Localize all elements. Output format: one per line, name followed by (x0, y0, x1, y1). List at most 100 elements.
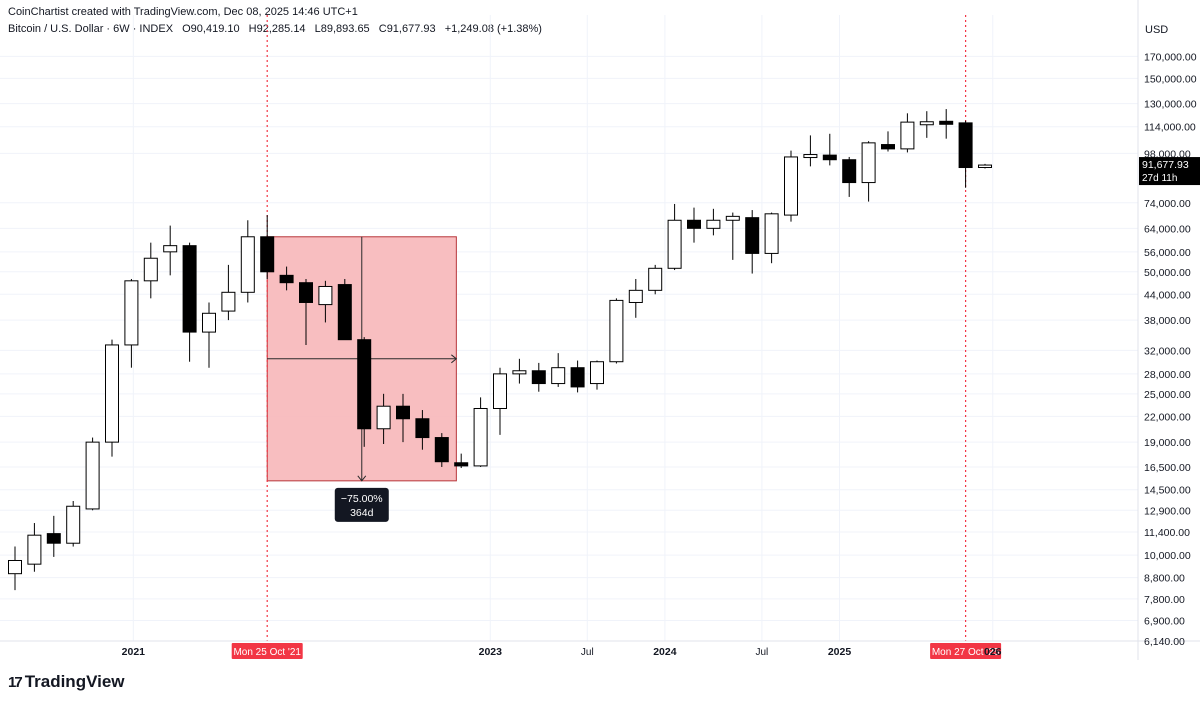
candle[interactable] (318, 280, 333, 323)
candle-body[interactable] (376, 405, 391, 430)
candle-body[interactable] (687, 219, 701, 229)
candle[interactable] (66, 500, 81, 547)
candle[interactable] (124, 278, 139, 368)
candle-body[interactable] (881, 144, 895, 150)
candle[interactable] (590, 360, 604, 390)
candle-body[interactable] (764, 213, 779, 254)
candle[interactable] (531, 362, 546, 392)
candle[interactable] (260, 215, 275, 279)
candle[interactable] (27, 523, 42, 572)
candle[interactable] (861, 141, 876, 202)
candle-body[interactable] (27, 534, 42, 565)
candle[interactable] (512, 358, 527, 384)
candle-body[interactable] (803, 154, 818, 159)
candle[interactable] (803, 135, 818, 167)
candle-body[interactable] (182, 245, 197, 333)
candle-body[interactable] (531, 370, 546, 385)
candle[interactable] (919, 111, 934, 138)
candle-body[interactable] (590, 361, 604, 385)
candle[interactable] (667, 203, 682, 271)
candle-body[interactable] (299, 282, 313, 303)
candle-body[interactable] (861, 142, 876, 184)
candle[interactable] (396, 393, 410, 443)
candle[interactable] (958, 120, 973, 188)
candle-body[interactable] (609, 299, 624, 363)
candle-body[interactable] (434, 437, 449, 463)
candle-body[interactable] (396, 405, 410, 420)
candle[interactable] (221, 264, 236, 321)
candle-body[interactable] (939, 120, 954, 125)
candle-body[interactable] (473, 407, 488, 467)
candle-body[interactable] (958, 122, 973, 169)
candle-body[interactable] (667, 219, 682, 269)
candle-body[interactable] (46, 533, 61, 544)
candle[interactable] (202, 302, 216, 368)
candle-body[interactable] (415, 418, 430, 439)
candle[interactable] (648, 264, 663, 295)
candle-body[interactable] (512, 370, 527, 375)
candle-body[interactable] (900, 121, 915, 150)
candle-body[interactable] (978, 164, 992, 168)
candle[interactable] (551, 353, 566, 387)
candle[interactable] (881, 131, 895, 152)
candle-body[interactable] (66, 505, 81, 544)
candle[interactable] (628, 278, 643, 318)
candle-body[interactable] (919, 121, 934, 126)
candle-body[interactable] (260, 236, 275, 273)
candle[interactable] (105, 339, 119, 457)
candle-body[interactable] (454, 462, 469, 467)
candle[interactable] (493, 367, 507, 435)
candle[interactable] (978, 163, 992, 169)
candle-body[interactable] (551, 367, 566, 385)
candle-body[interactable] (105, 344, 119, 443)
candle-body[interactable] (163, 245, 178, 253)
candle[interactable] (46, 515, 61, 557)
candle-body[interactable] (221, 291, 236, 312)
candle[interactable] (764, 212, 779, 264)
candle-body[interactable] (570, 367, 585, 388)
candle[interactable] (706, 208, 721, 236)
candle[interactable] (240, 220, 255, 303)
candle-body[interactable] (648, 267, 663, 291)
candle-body[interactable] (85, 441, 100, 510)
candle[interactable] (687, 207, 701, 243)
candle[interactable] (337, 278, 352, 341)
symbol-name[interactable]: Bitcoin / U.S. Dollar · 6W · INDEX (8, 23, 174, 35)
candle-body[interactable] (279, 274, 294, 284)
candle-body[interactable] (842, 159, 857, 184)
candle-body[interactable] (8, 559, 22, 575)
candle[interactable] (415, 410, 430, 450)
candle[interactable] (842, 156, 857, 197)
candle[interactable] (609, 298, 624, 364)
candle-body[interactable] (357, 339, 372, 430)
candle[interactable] (376, 393, 391, 444)
candle[interactable] (784, 150, 798, 222)
candle-body[interactable] (318, 285, 333, 306)
candle-body[interactable] (628, 289, 643, 303)
candle[interactable] (143, 242, 158, 299)
candle[interactable] (454, 453, 469, 469)
candle[interactable] (725, 212, 740, 260)
candle-body[interactable] (337, 284, 352, 341)
candle[interactable] (822, 133, 837, 166)
candle-body[interactable] (124, 280, 139, 346)
candle[interactable] (182, 242, 197, 362)
candle-body[interactable] (240, 236, 255, 293)
candle[interactable] (279, 266, 294, 291)
candle[interactable] (299, 278, 313, 345)
candle-body[interactable] (493, 373, 507, 409)
candle[interactable] (434, 433, 449, 467)
candle[interactable] (473, 397, 488, 467)
candle-body[interactable] (725, 215, 740, 221)
candle-body[interactable] (143, 257, 158, 282)
candle[interactable] (85, 437, 100, 511)
candle[interactable] (939, 109, 954, 139)
candles[interactable] (8, 109, 992, 591)
candle[interactable] (900, 113, 915, 153)
candle[interactable] (163, 225, 178, 276)
candle-body[interactable] (202, 312, 216, 333)
candle[interactable] (357, 337, 372, 447)
candle-body[interactable] (784, 156, 798, 216)
candle[interactable] (570, 360, 585, 393)
